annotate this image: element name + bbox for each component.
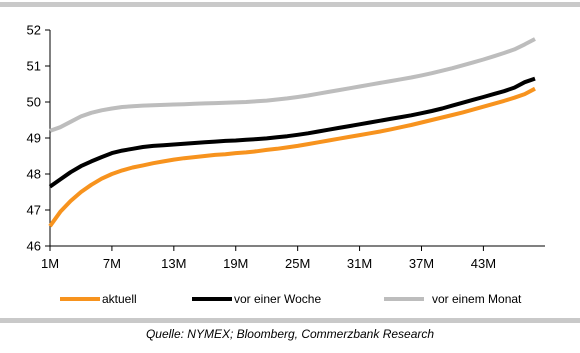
legend-label-0: aktuell xyxy=(102,292,137,306)
x-tick-label: 37M xyxy=(409,256,434,271)
legend-label-2: vor einem Monat xyxy=(432,292,522,306)
chart-series xyxy=(48,37,536,228)
y-tick-label: 49 xyxy=(27,131,41,146)
series-line-0 xyxy=(48,86,536,228)
y-tick-label: 48 xyxy=(27,167,41,182)
bottom-rule xyxy=(0,318,580,323)
y-tick-label: 47 xyxy=(27,203,41,218)
y-tick-label: 46 xyxy=(27,239,41,254)
source-caption: Quelle: NYMEX; Bloomberg, Commerzbank Re… xyxy=(145,327,435,341)
top-rule xyxy=(0,2,580,7)
y-tick-label: 51 xyxy=(27,59,41,74)
y-tick-label: 52 xyxy=(27,23,41,38)
x-tick-label: 25M xyxy=(285,256,310,271)
x-tick-label: 7M xyxy=(103,256,121,271)
series-line-2 xyxy=(49,37,536,133)
legend-label-1: vor einer Woche xyxy=(234,292,321,306)
x-tick-label: 19M xyxy=(223,256,248,271)
x-tick-label: 43M xyxy=(471,256,496,271)
x-tick-label: 13M xyxy=(161,256,186,271)
x-tick-label: 1M xyxy=(41,256,59,271)
chart-legend: aktuell vor einer Woche vor einem Monat xyxy=(60,292,522,306)
y-tick-label: 50 xyxy=(27,95,41,110)
series-line-1 xyxy=(48,76,536,189)
line-chart: 46 47 48 49 50 51 52 1M 7M 13M 19M 25M 31M 37M 43M akt… xyxy=(27,23,545,306)
chart-axes: 46 47 48 49 50 51 52 1M 7M 13M 19M 25M 31M 37M 43M xyxy=(27,23,545,271)
x-tick-label: 31M xyxy=(347,256,372,271)
